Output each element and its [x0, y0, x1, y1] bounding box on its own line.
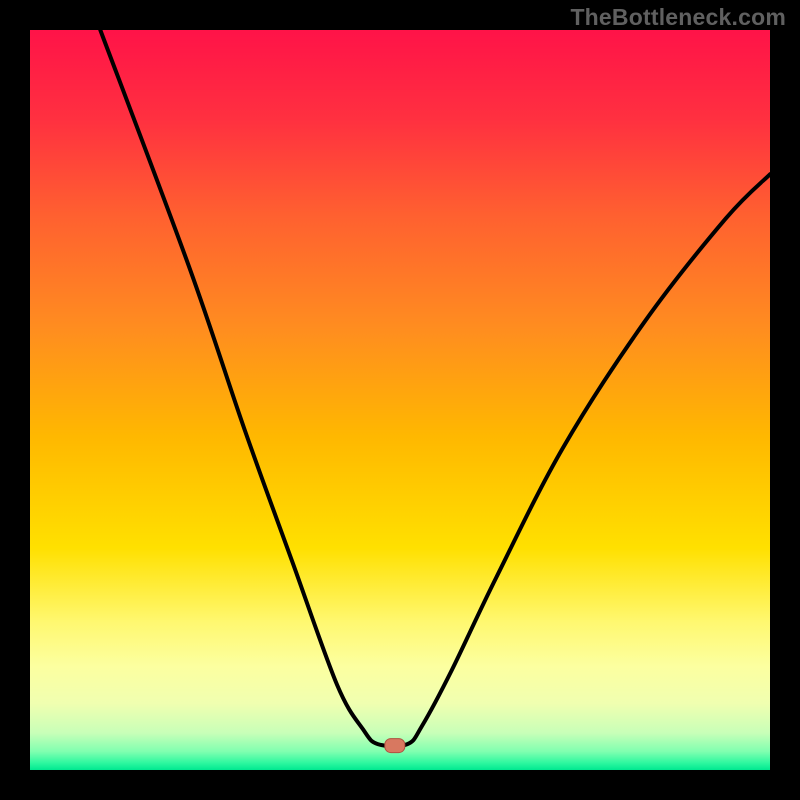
plot-frame-side	[0, 0, 30, 800]
optimal-point-marker	[385, 739, 405, 753]
plot-frame-side	[770, 0, 800, 800]
plot-frame-side	[0, 770, 800, 800]
bottleneck-chart	[0, 0, 800, 800]
watermark-text: TheBottleneck.com	[570, 4, 786, 31]
